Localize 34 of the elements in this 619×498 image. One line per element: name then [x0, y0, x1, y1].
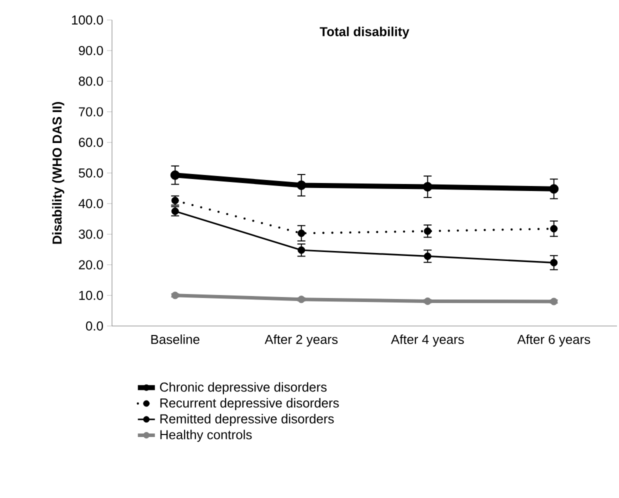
legend-label: Chronic depressive disorders [160, 382, 327, 394]
x-tick-label: Baseline [151, 334, 200, 344]
y-tick-label: 40.0 [78, 199, 103, 208]
y-tick-label: 0.0 [86, 321, 103, 331]
y-tick-label: 30.0 [78, 230, 103, 239]
y-tick-label: 100.0 [72, 15, 103, 25]
point [424, 297, 432, 305]
y-tick-label: 70.0 [78, 107, 103, 116]
y-tick-label: 10.0 [79, 290, 103, 300]
legend-label: Healthy controls [160, 430, 252, 442]
x-tick-label: After 6 years [517, 334, 590, 347]
point [422, 182, 432, 192]
legend-label: Remitted depressive disorders [160, 414, 334, 426]
point [424, 252, 432, 260]
point [298, 246, 306, 254]
legend-label: Recurrent depressive disorders [160, 398, 339, 410]
point [170, 170, 180, 180]
point [298, 230, 306, 238]
point [298, 296, 306, 304]
x-tick-label: After 2 years [264, 334, 338, 347]
y-tick-label: 60.0 [78, 138, 103, 147]
point [550, 224, 558, 232]
y-tick-label: 50.0 [78, 168, 103, 178]
point [424, 227, 432, 235]
y-tick-label: 90.0 [78, 46, 103, 56]
x-tick-label: After 4 years [390, 334, 464, 347]
point [550, 258, 558, 266]
chart-title: Total disability [320, 26, 410, 39]
point [171, 292, 179, 300]
point [549, 184, 559, 194]
y-tick-label: 80.0 [78, 76, 103, 86]
point [296, 180, 306, 190]
y-tick-label: 20.0 [78, 260, 103, 270]
y-axis-title: Disability (WHO DAS II) [52, 102, 64, 244]
